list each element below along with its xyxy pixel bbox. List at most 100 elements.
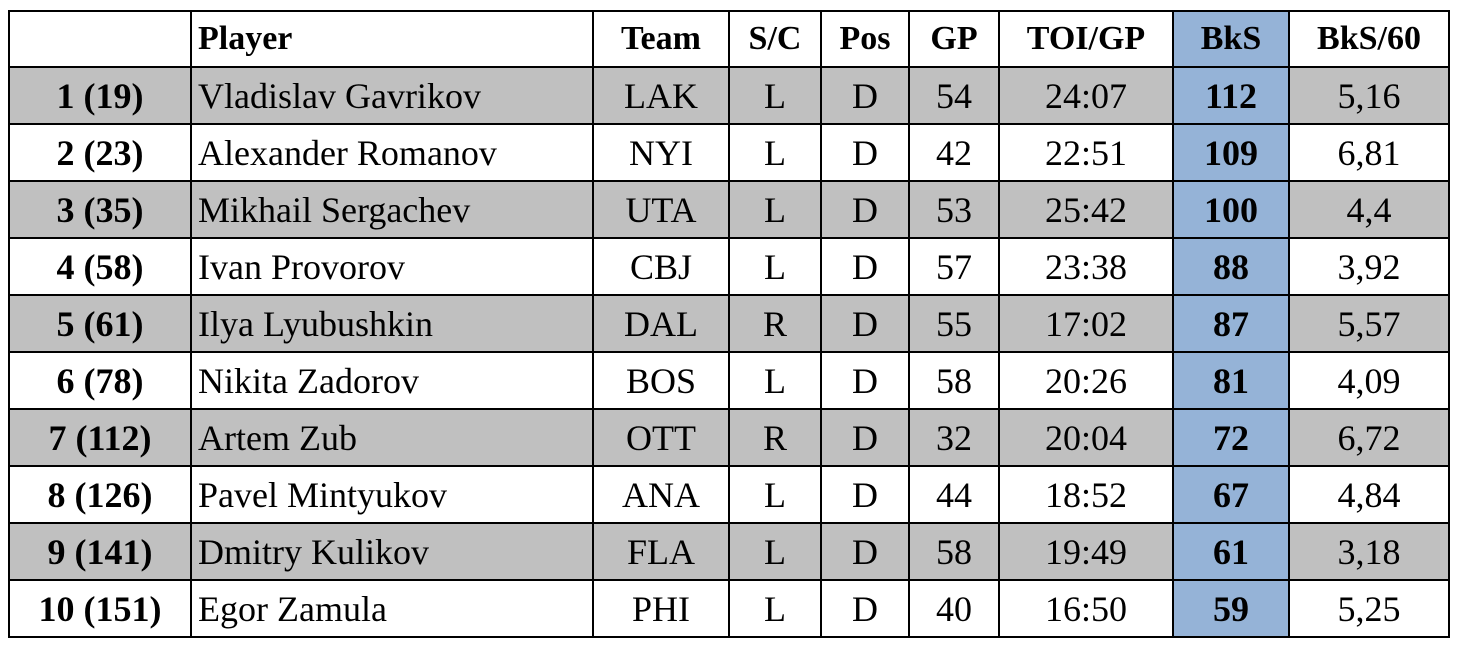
table-cell: D — [820, 351, 910, 410]
table-cell: 67 — [1172, 465, 1290, 524]
table-cell: 4,09 — [1288, 351, 1450, 410]
table-cell: 59 — [1172, 579, 1290, 638]
table-cell: Nikita Zadorov — [190, 351, 594, 410]
table-cell: ANA — [592, 465, 730, 524]
table-cell: 17:02 — [998, 294, 1174, 353]
table-cell: D — [820, 408, 910, 467]
table-row: 8 (126) Pavel Mintyukov ANA L D 44 18:52 67 4,84 — [8, 465, 1450, 524]
table-cell: D — [820, 579, 910, 638]
table-cell: 6,72 — [1288, 408, 1450, 467]
table-cell: 4,4 — [1288, 180, 1450, 239]
header-cell: BkS — [1172, 10, 1290, 68]
table-cell: 1 (19) — [8, 66, 192, 125]
table-cell: D — [820, 522, 910, 581]
table-cell: 7 (112) — [8, 408, 192, 467]
table-cell: 109 — [1172, 123, 1290, 182]
table-cell: 18:52 — [998, 465, 1174, 524]
table-cell: 112 — [1172, 66, 1290, 125]
table-cell: D — [820, 294, 910, 353]
table-cell: 6,81 — [1288, 123, 1450, 182]
table-cell: D — [820, 123, 910, 182]
table-cell: R — [728, 408, 822, 467]
table-cell: Egor Zamula — [190, 579, 594, 638]
table-row: 9 (141) Dmitry Kulikov FLA L D 58 19:49 61 3,18 — [8, 522, 1450, 581]
header-cell: BkS/60 — [1288, 10, 1450, 68]
table-cell: 87 — [1172, 294, 1290, 353]
table-cell: 3 (35) — [8, 180, 192, 239]
table-cell: Dmitry Kulikov — [190, 522, 594, 581]
table-cell: OTT — [592, 408, 730, 467]
table-cell: 4 (58) — [8, 237, 192, 296]
table-cell: Alexander Romanov — [190, 123, 594, 182]
table-cell: 24:07 — [998, 66, 1174, 125]
table-cell: UTA — [592, 180, 730, 239]
table-cell: 81 — [1172, 351, 1290, 410]
table-cell: L — [728, 180, 822, 239]
table-row: 2 (23) Alexander Romanov NYI L D 42 22:51 109 6,… — [8, 123, 1450, 182]
table-cell: 57 — [908, 237, 1000, 296]
table-cell: L — [728, 351, 822, 410]
table-cell: Mikhail Sergachev — [190, 180, 594, 239]
table-cell: 25:42 — [998, 180, 1174, 239]
table-cell: 8 (126) — [8, 465, 192, 524]
table-cell: 32 — [908, 408, 1000, 467]
table-cell: 5 (61) — [8, 294, 192, 353]
table-cell: 3,18 — [1288, 522, 1450, 581]
table-cell: L — [728, 123, 822, 182]
table-cell: 5,57 — [1288, 294, 1450, 353]
table-wrap: Player Team S/C Pos GP TOI/GP BkS BkS/60 1 (19) V… — [8, 10, 1450, 638]
table-cell: Ilya Lyubushkin — [190, 294, 594, 353]
table-cell: 16:50 — [998, 579, 1174, 638]
table-cell: NYI — [592, 123, 730, 182]
table-row: 7 (112) Artem Zub OTT R D 32 20:04 72 6,72 — [8, 408, 1450, 467]
table-cell: L — [728, 522, 822, 581]
table-row: 10 (151) Egor Zamula PHI L D 40 16:50 59 5,25 — [8, 579, 1450, 638]
table-row: 5 (61) Ilya Lyubushkin DAL R D 55 17:02 87 5,57 — [8, 294, 1450, 353]
table-cell: 40 — [908, 579, 1000, 638]
table-cell: LAK — [592, 66, 730, 125]
table-cell: 100 — [1172, 180, 1290, 239]
table-cell: 5,25 — [1288, 579, 1450, 638]
table-cell: L — [728, 237, 822, 296]
table-cell: D — [820, 66, 910, 125]
header-cell: GP — [908, 10, 1000, 68]
table-row: 3 (35) Mikhail Sergachev UTA L D 53 25:42 100 4,… — [8, 180, 1450, 239]
table-cell: D — [820, 237, 910, 296]
table-cell: L — [728, 579, 822, 638]
table-cell: Artem Zub — [190, 408, 594, 467]
table-cell: 42 — [908, 123, 1000, 182]
table-cell: 61 — [1172, 522, 1290, 581]
table-cell: PHI — [592, 579, 730, 638]
table-cell: 72 — [1172, 408, 1290, 467]
table-cell: 58 — [908, 351, 1000, 410]
table-cell: CBJ — [592, 237, 730, 296]
table-cell: 58 — [908, 522, 1000, 581]
header-row: Player Team S/C Pos GP TOI/GP BkS BkS/60 — [8, 10, 1450, 68]
header-cell: Pos — [820, 10, 910, 68]
table-cell: L — [728, 465, 822, 524]
header-cell: Team — [592, 10, 730, 68]
table-cell: 4,84 — [1288, 465, 1450, 524]
table-cell: 20:04 — [998, 408, 1174, 467]
header-cell: S/C — [728, 10, 822, 68]
table-body: Player Team S/C Pos GP TOI/GP BkS BkS/60 1 (19) V… — [8, 10, 1450, 638]
table-cell: 23:38 — [998, 237, 1174, 296]
table-cell: BOS — [592, 351, 730, 410]
table-cell: 3,92 — [1288, 237, 1450, 296]
stats-table: Player Team S/C Pos GP TOI/GP BkS BkS/60 1 (19) V… — [8, 10, 1450, 638]
table-cell: DAL — [592, 294, 730, 353]
table-cell: 9 (141) — [8, 522, 192, 581]
table-cell: L — [728, 66, 822, 125]
table-row: 6 (78) Nikita Zadorov BOS L D 58 20:26 81 4,09 — [8, 351, 1450, 410]
table-cell: 88 — [1172, 237, 1290, 296]
header-cell: Player — [190, 10, 594, 68]
table-cell: 54 — [908, 66, 1000, 125]
table-cell: Vladislav Gavrikov — [190, 66, 594, 125]
table-cell: R — [728, 294, 822, 353]
table-cell: 19:49 — [998, 522, 1174, 581]
table-cell: 6 (78) — [8, 351, 192, 410]
table-cell: D — [820, 465, 910, 524]
table-cell: 53 — [908, 180, 1000, 239]
table-cell: D — [820, 180, 910, 239]
table-row: 1 (19) Vladislav Gavrikov LAK L D 54 24:07 112 5… — [8, 66, 1450, 125]
